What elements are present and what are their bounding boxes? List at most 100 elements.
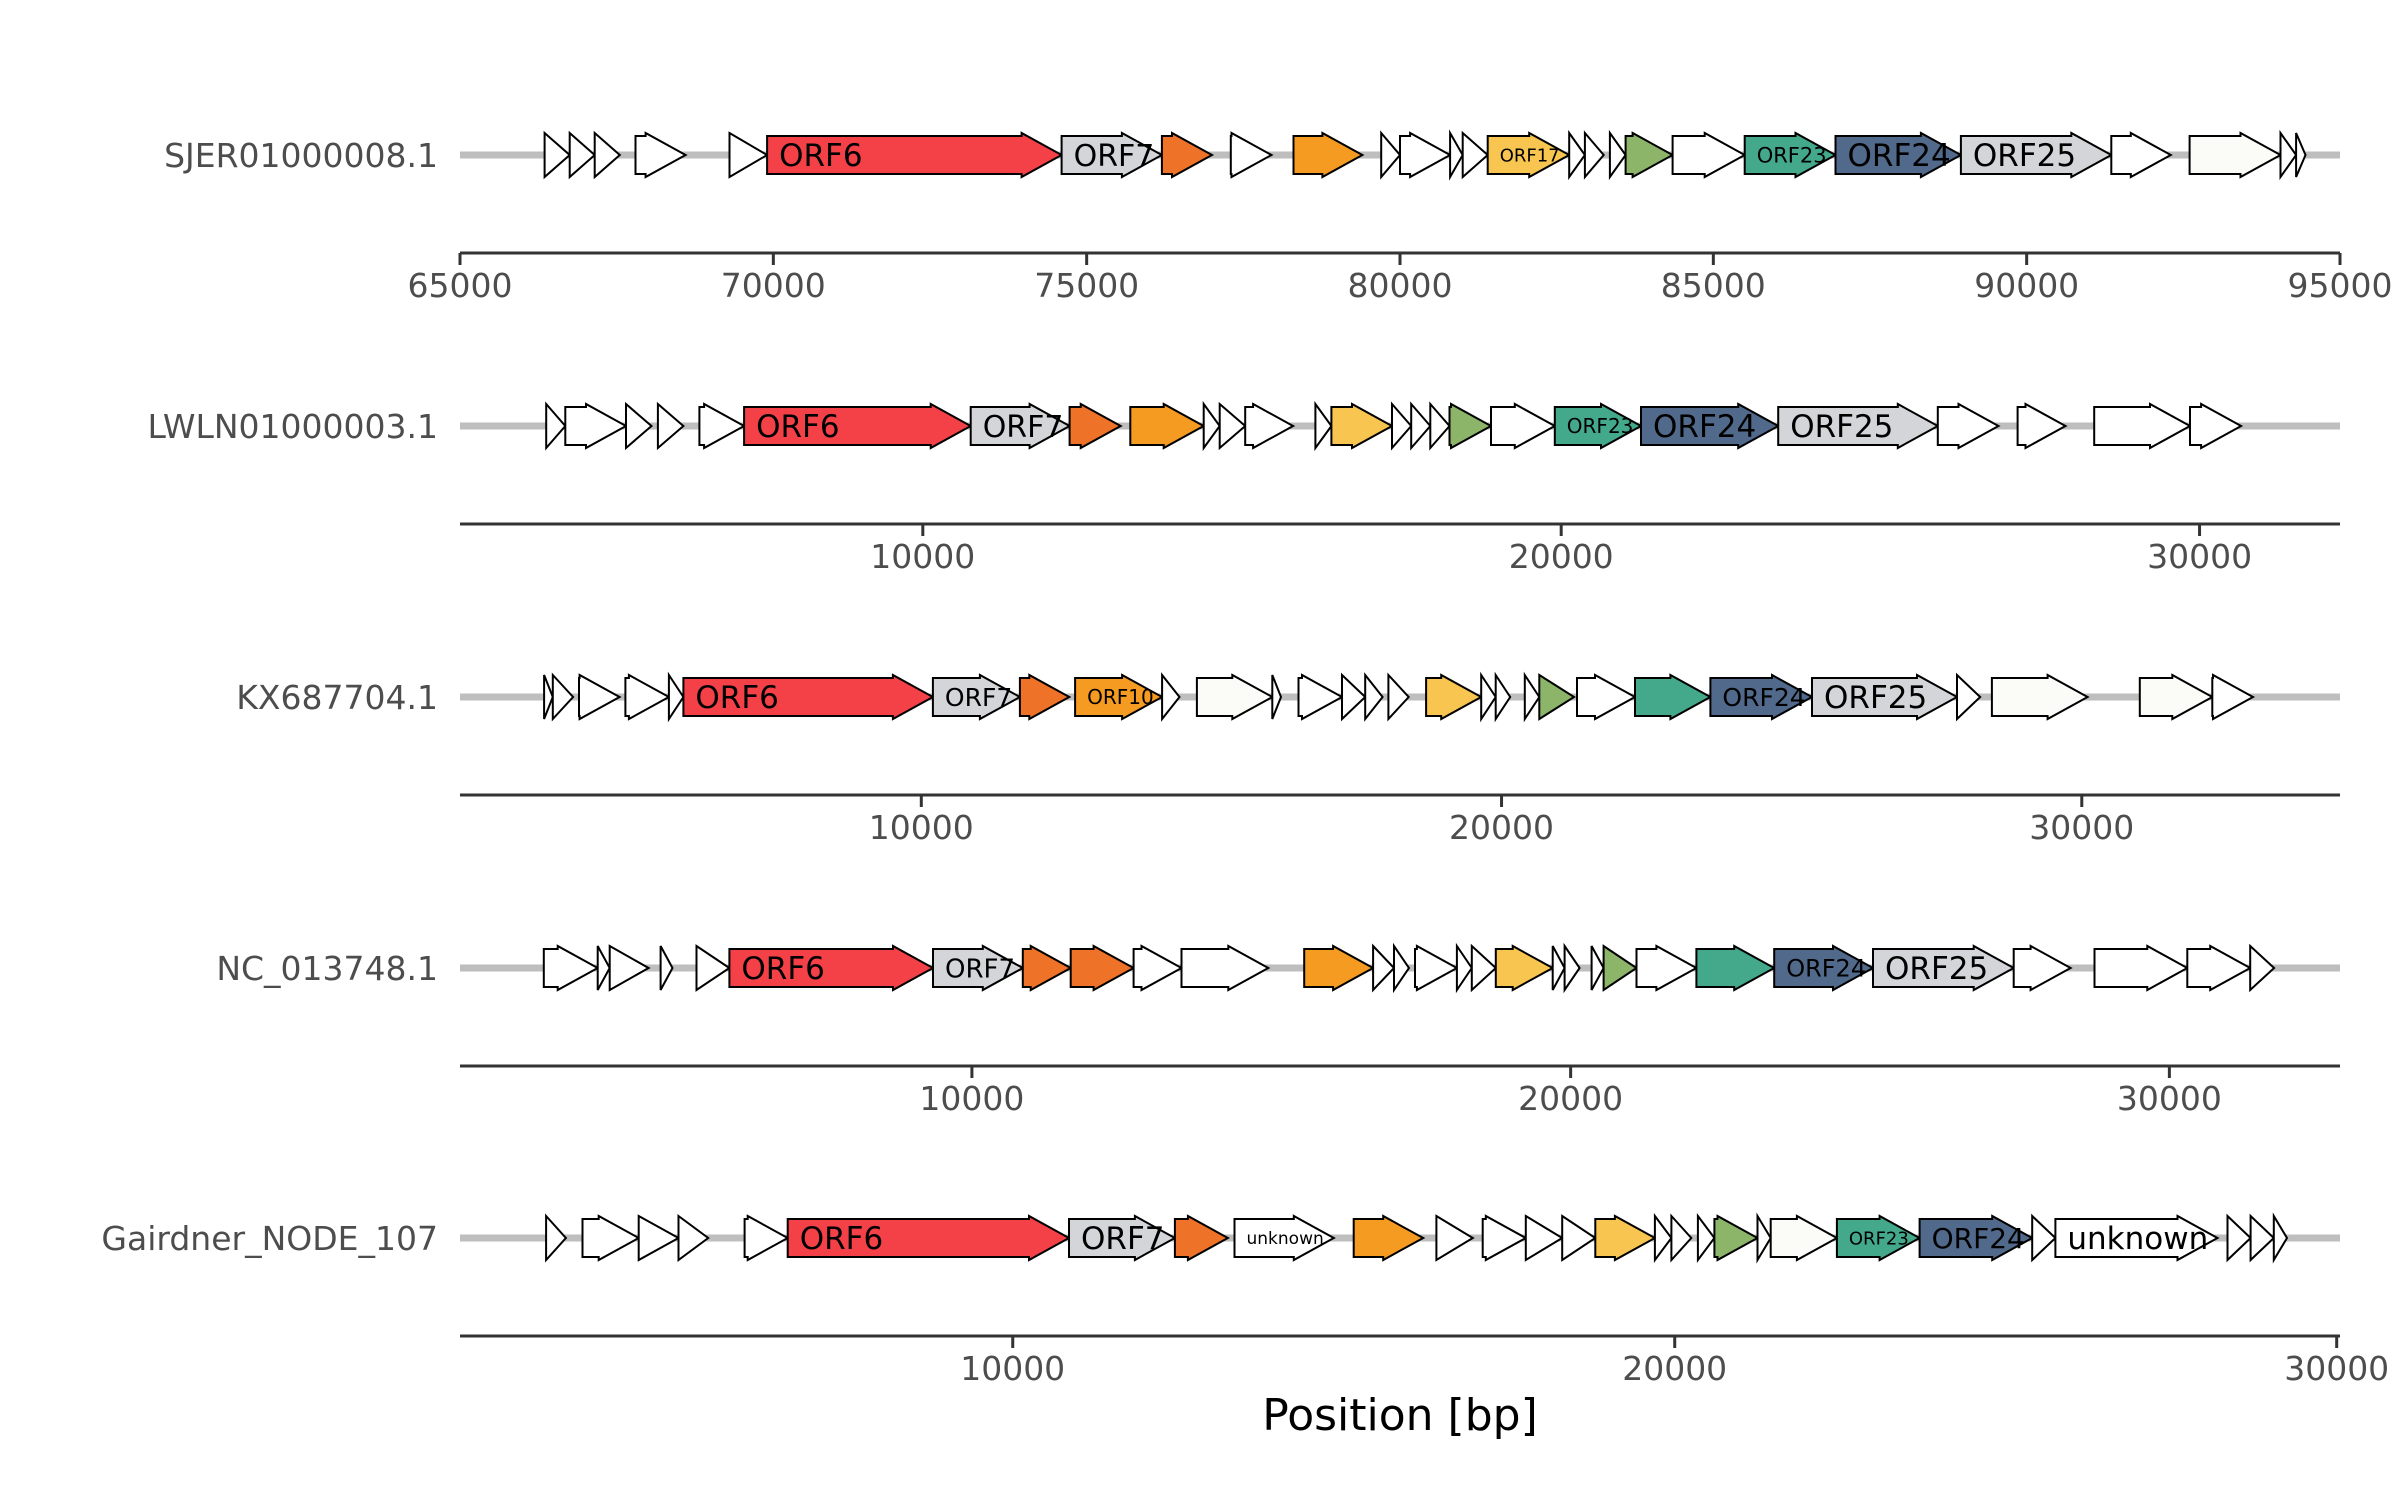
gene-arrow	[1425, 673, 1484, 721]
gene-arrow	[1494, 944, 1555, 992]
tick-label: 70000	[721, 266, 826, 305]
gene-arrow	[634, 131, 688, 179]
gene-arrow	[1524, 1214, 1565, 1262]
gene-arrow	[568, 130, 597, 180]
gene-arrow	[1364, 672, 1384, 722]
gene-arrow	[728, 131, 770, 179]
gene-arrow	[1303, 944, 1376, 992]
gene-arrow	[2138, 673, 2215, 721]
gene-arrow	[659, 945, 674, 991]
gene-label: ORF7	[945, 683, 1012, 712]
gene-arrow	[2110, 131, 2173, 179]
gene-arrow	[2295, 132, 2307, 178]
gene-label: ORF24	[1932, 1222, 2025, 1255]
tick-label: 20000	[1449, 808, 1554, 847]
gene-arrow	[2279, 129, 2298, 181]
gene-label: ORF7	[945, 954, 1015, 984]
gene-arrow	[1448, 402, 1494, 450]
gene-label: unknown	[1247, 1229, 1324, 1249]
gene-label: ORF24	[1722, 683, 1805, 712]
gene-arrow	[2012, 944, 2073, 992]
gene-arrow	[1380, 130, 1402, 180]
gene-arrow	[2031, 1213, 2057, 1263]
gene-arrow	[1936, 402, 2001, 450]
track-label: NC_013748.1	[216, 949, 438, 988]
gene-arrow	[1568, 129, 1587, 181]
gene-arrow	[1372, 943, 1396, 993]
gene-arrow	[1624, 131, 1675, 179]
gene-arrow	[1481, 1214, 1528, 1262]
gene-arrow	[1590, 945, 1605, 991]
gene-arrow	[682, 673, 935, 721]
tracks-layer: SJER01000008.1 ORF6 ORF7 ORF17 ORF23 ORF24 ORF…	[101, 129, 2393, 1388]
gene-arrow	[1160, 131, 1215, 179]
gene-arrow	[1352, 1214, 1426, 1262]
gene-arrow	[667, 671, 685, 723]
gene-arrow	[743, 1214, 790, 1262]
gene-label: unknown	[2067, 1221, 2208, 1257]
gene-arrow	[1229, 131, 1274, 179]
gene-arrow	[1244, 402, 1296, 450]
gene-arrow	[2211, 673, 2256, 721]
gene-arrow	[1399, 131, 1453, 179]
gene-arrow	[2189, 402, 2244, 450]
gene-arrow	[1173, 1214, 1230, 1262]
gene-arrow	[698, 402, 747, 450]
gene-arrow	[1561, 1214, 1598, 1262]
gene-arrow	[596, 945, 611, 991]
gene-arrow	[1602, 944, 1639, 992]
gene-arrow	[1195, 673, 1275, 721]
tick-label: 75000	[1034, 266, 1139, 305]
gene-arrow	[1233, 1214, 1336, 1262]
gene-arrow	[2093, 402, 2193, 450]
gene-arrow	[1670, 1213, 1693, 1263]
gene-arrow	[624, 673, 671, 721]
gene-arrow	[1990, 673, 2090, 721]
tick-label: 10000	[869, 808, 974, 847]
gene-arrow	[578, 673, 622, 721]
gene-arrow	[1811, 673, 1960, 721]
gene-arrow	[1391, 401, 1413, 451]
gene-label: ORF25	[1973, 138, 2076, 174]
gene-arrow	[543, 674, 554, 720]
gene-arrow	[543, 130, 572, 180]
gene-arrow	[1330, 402, 1395, 450]
gene-arrow	[1060, 131, 1164, 179]
gene-arrow	[1297, 673, 1345, 721]
gene-arrow	[1271, 674, 1283, 720]
gene-arrow	[1410, 401, 1432, 451]
gene-arrow	[1918, 1214, 2035, 1262]
gene-label: ORF10	[1087, 685, 1154, 709]
gene-arrow	[1074, 673, 1165, 721]
gene-arrow	[2249, 1213, 2276, 1263]
track-label: LWLN01000003.1	[147, 407, 438, 446]
gene-label: ORF25	[1824, 680, 1927, 716]
gene-arrow	[1461, 130, 1490, 180]
track-label: Gairdner_NODE_107	[101, 1219, 438, 1258]
tick-label: 95000	[2288, 266, 2393, 305]
gene-arrow	[1341, 672, 1367, 722]
gene-arrow	[1583, 130, 1606, 180]
gene-arrow	[1494, 671, 1512, 723]
gene-label: ORF7	[983, 410, 1064, 445]
gene-label: ORF23	[1757, 144, 1827, 168]
gene-arrow	[1429, 401, 1451, 451]
gene-arrow	[2093, 944, 2190, 992]
gene-arrow	[1773, 944, 1876, 992]
gene-arrow	[1640, 402, 1781, 450]
x-axis-title: Position [bp]	[1262, 1390, 1538, 1441]
gene-arrow	[545, 1213, 568, 1263]
gene-arrow	[1713, 1214, 1760, 1262]
track: LWLN01000003.1 ORF6 ORF7 ORF23 ORF24 ORF25 100…	[147, 400, 2340, 576]
gene-arrow	[677, 1214, 710, 1262]
gene-arrow	[1435, 1214, 1475, 1262]
gene-arrow	[2016, 402, 2068, 450]
gene-arrow	[1608, 129, 1627, 181]
gene-arrow	[743, 402, 973, 450]
gene-arrow	[728, 944, 936, 992]
track-label: SJER01000008.1	[164, 136, 438, 175]
gene-arrow	[1021, 944, 1073, 992]
gene-label: ORF17	[1500, 146, 1560, 167]
gene-arrow	[1576, 673, 1638, 721]
